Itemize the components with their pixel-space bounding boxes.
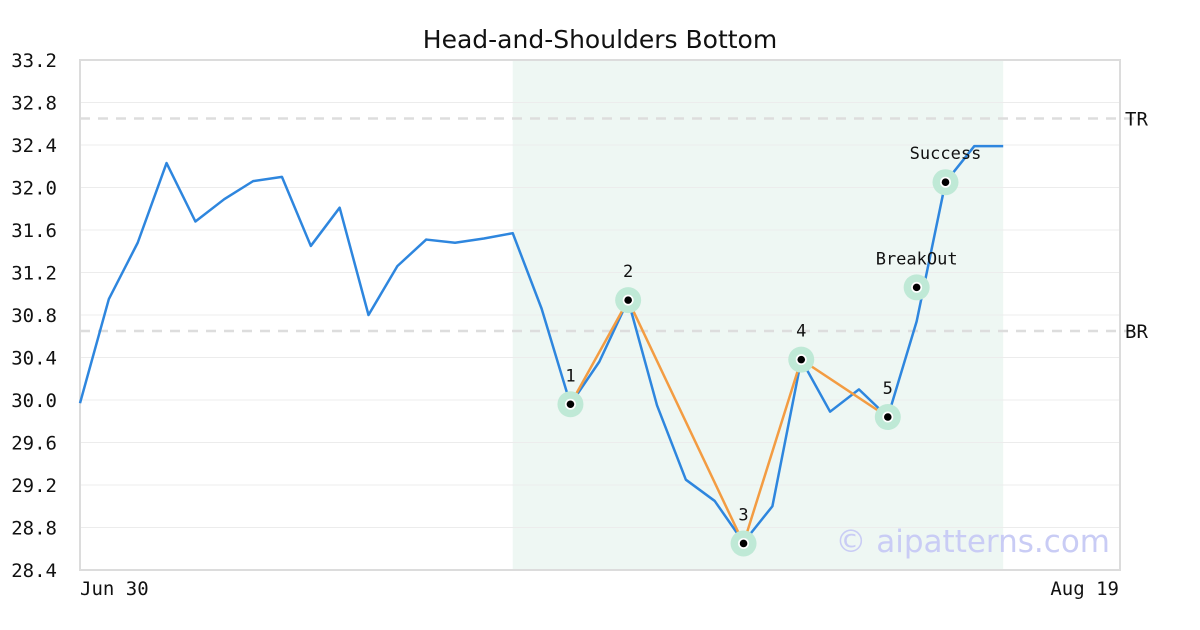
- grid-lines: [80, 102, 1120, 528]
- point-label: 4: [796, 322, 806, 342]
- point-marker: [739, 539, 748, 548]
- y-tick-label: 30.8: [11, 305, 57, 327]
- y-tick-label: 28.4: [11, 560, 57, 582]
- y-tick-label: 29.2: [11, 475, 57, 497]
- point-label: 5: [883, 379, 893, 399]
- series-line: [78, 144, 1004, 544]
- y-axis: 28.4 28.8 29.2 29.6 30.0 30.4 30.8 31.2 31.6 32.0…: [11, 50, 57, 582]
- point-marker: [797, 355, 806, 364]
- point-marker: [624, 296, 632, 304]
- point-label: 3: [738, 505, 748, 525]
- price-series: [78, 144, 1004, 544]
- point-label: BreakOut: [876, 249, 958, 269]
- y-tick-label: 32.8: [11, 93, 57, 115]
- point-label: 2: [623, 262, 633, 282]
- point-marker: [941, 178, 950, 186]
- y-tick-label: 30.0: [11, 390, 57, 412]
- x-axis: Jun 30 Aug 19: [80, 578, 1119, 600]
- watermark: © aipatterns.com: [835, 524, 1110, 560]
- point-marker: [566, 400, 575, 409]
- y-tick-label: 31.6: [11, 220, 57, 242]
- y-tick-label: 32.4: [11, 135, 57, 157]
- x-tick-label: Jun 30: [80, 578, 149, 600]
- y-tick-label: 31.2: [11, 263, 57, 285]
- y-tick-label: 32.0: [11, 178, 57, 200]
- plot-frame: [79, 59, 1121, 571]
- reference-label-tr: TR: [1125, 108, 1148, 130]
- point-label: 1: [565, 366, 575, 386]
- pattern-points: 1 2 3 4 5 BreakOut Success: [557, 144, 982, 557]
- y-tick-label: 28.8: [11, 518, 57, 540]
- y-tick-label: 33.2: [11, 50, 57, 72]
- chart-title: Head-and-Shoulders Bottom: [423, 25, 777, 54]
- point-marker: [912, 283, 921, 292]
- x-tick-label: Aug 19: [1050, 578, 1119, 600]
- y-tick-label: 29.6: [11, 433, 57, 455]
- point-label: Success: [910, 144, 982, 164]
- reference-label-br: BR: [1125, 321, 1148, 343]
- y-tick-label: 30.4: [11, 348, 57, 370]
- point-marker: [884, 413, 892, 421]
